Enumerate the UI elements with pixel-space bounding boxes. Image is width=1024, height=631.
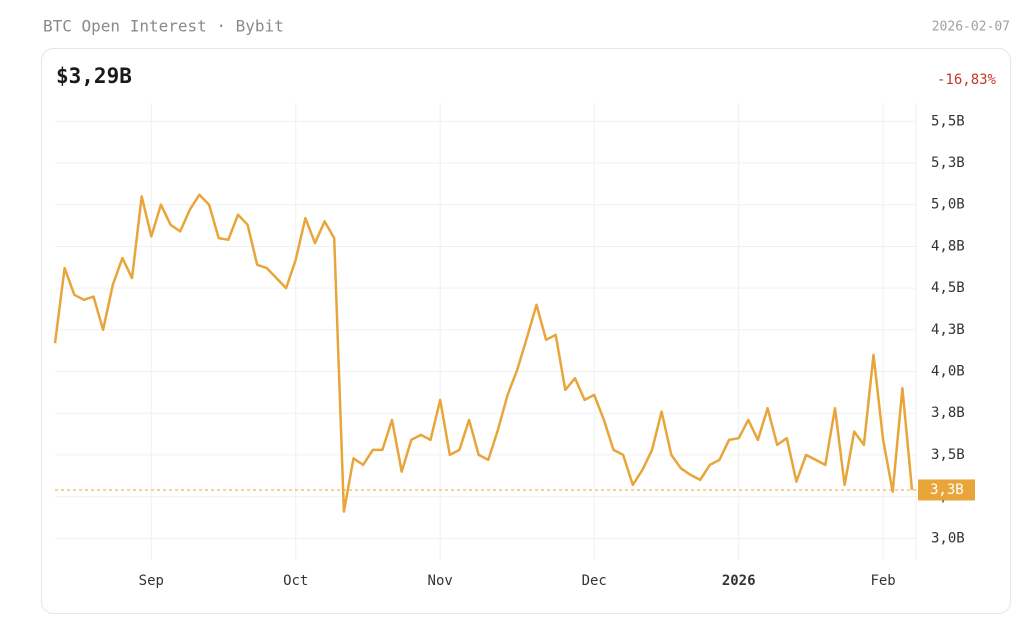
header-value: $3,29B xyxy=(56,64,132,88)
x-tick-label: Feb xyxy=(870,573,895,589)
current-badge xyxy=(918,479,975,501)
y-tick-label: 3,8B xyxy=(931,405,965,421)
chart-title: BTC Open Interest · Bybit xyxy=(43,17,284,36)
y-tick-label: 4,8B xyxy=(931,238,965,254)
y-tick-label: 3,0B xyxy=(931,530,965,546)
current-label: 3,3B xyxy=(930,482,964,498)
y-tick-label: 4,3B xyxy=(931,322,965,338)
y-tick-label: 5,5B xyxy=(931,113,965,129)
grid xyxy=(55,103,917,560)
x-tick-label: 2026 xyxy=(722,573,756,589)
card xyxy=(41,48,1011,614)
series-line xyxy=(53,193,914,513)
labels: 3,0B 3,3B 3,5B 3,8B 4,0B 4,3B 4,5B 4,8B 5,0B 5,3B… xyxy=(139,113,975,589)
x-tick-label: Nov xyxy=(428,573,453,589)
y-tick-label: 3,5B xyxy=(931,447,965,463)
plot xyxy=(53,193,916,513)
y-tick-label: 4,0B xyxy=(931,364,965,380)
y-tick-label: 4,5B xyxy=(931,280,965,296)
change: -16,83% xyxy=(937,72,997,88)
x-tick-label: Sep xyxy=(139,573,164,589)
x-tick-label: Oct xyxy=(283,573,308,589)
date: 2026-02-07 xyxy=(932,20,1010,35)
y-tick-label: 5,0B xyxy=(931,197,965,213)
y-tick-label: 5,3B xyxy=(931,155,965,171)
x-tick-label: Dec xyxy=(582,573,607,589)
